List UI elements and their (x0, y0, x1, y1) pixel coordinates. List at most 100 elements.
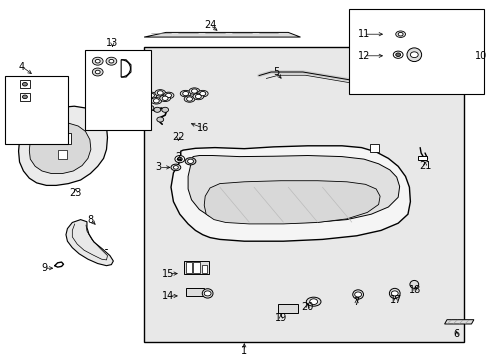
Text: 15: 15 (162, 269, 174, 279)
Circle shape (165, 93, 171, 98)
Ellipse shape (406, 48, 421, 62)
Circle shape (395, 53, 400, 57)
Ellipse shape (193, 93, 203, 100)
Circle shape (162, 96, 168, 100)
Text: 9: 9 (41, 263, 47, 273)
Circle shape (22, 82, 27, 86)
Circle shape (157, 117, 163, 122)
Text: 16: 16 (196, 123, 208, 133)
Circle shape (177, 157, 182, 161)
Ellipse shape (202, 289, 213, 298)
Circle shape (187, 159, 193, 163)
Polygon shape (188, 156, 399, 223)
Circle shape (183, 91, 188, 96)
Ellipse shape (92, 57, 103, 65)
Text: 12: 12 (357, 51, 369, 61)
Bar (144, 0, 463, 47)
Ellipse shape (151, 98, 162, 104)
Ellipse shape (197, 90, 208, 97)
Ellipse shape (409, 280, 418, 288)
Ellipse shape (352, 290, 363, 299)
Text: 11: 11 (357, 29, 369, 39)
Circle shape (354, 292, 361, 297)
Bar (463, 0, 488, 360)
Circle shape (22, 95, 27, 99)
Text: 17: 17 (389, 294, 401, 305)
Text: 2: 2 (175, 152, 181, 162)
Text: 23: 23 (69, 188, 82, 198)
Text: 4: 4 (19, 62, 25, 72)
Circle shape (409, 52, 417, 58)
Bar (369, 144, 378, 152)
Text: 13: 13 (106, 38, 118, 48)
Circle shape (153, 99, 159, 103)
Text: 7: 7 (353, 297, 359, 307)
Text: 14: 14 (162, 291, 174, 301)
Text: 20: 20 (301, 302, 313, 312)
Bar (278, 304, 297, 313)
Circle shape (204, 291, 211, 296)
Bar (0, 0, 144, 360)
Ellipse shape (392, 51, 402, 58)
Ellipse shape (388, 288, 399, 298)
Text: 21: 21 (418, 161, 430, 171)
Text: 6: 6 (453, 329, 459, 339)
Text: 10: 10 (474, 51, 487, 61)
Bar (20, 93, 30, 101)
Bar (20, 80, 30, 88)
Polygon shape (66, 220, 113, 266)
Circle shape (95, 70, 100, 74)
Text: 18: 18 (408, 285, 421, 295)
Circle shape (173, 166, 178, 169)
Circle shape (397, 32, 402, 36)
Text: 19: 19 (274, 312, 286, 323)
Bar (185, 288, 204, 296)
Polygon shape (171, 146, 409, 241)
Ellipse shape (189, 88, 200, 94)
Polygon shape (121, 60, 131, 77)
Ellipse shape (305, 297, 320, 306)
Bar (202, 265, 207, 273)
Text: 8: 8 (87, 215, 93, 225)
Ellipse shape (395, 31, 405, 37)
Circle shape (148, 93, 154, 98)
Ellipse shape (160, 95, 170, 102)
Bar (56, 133, 71, 144)
Ellipse shape (171, 164, 181, 171)
Ellipse shape (184, 96, 195, 102)
Text: 5: 5 (272, 67, 279, 77)
Bar (348, 9, 483, 94)
Text: 24: 24 (203, 20, 216, 30)
Text: 3: 3 (155, 162, 162, 172)
Circle shape (147, 105, 154, 111)
Bar (193, 262, 200, 273)
Circle shape (154, 107, 161, 112)
Ellipse shape (185, 158, 196, 165)
Bar (85, 50, 151, 130)
Polygon shape (19, 106, 107, 185)
Polygon shape (444, 320, 473, 324)
Text: 22: 22 (172, 132, 184, 142)
Circle shape (157, 91, 163, 95)
Polygon shape (144, 32, 300, 37)
Ellipse shape (92, 68, 103, 76)
Bar (183, 261, 209, 274)
Ellipse shape (146, 92, 157, 99)
Circle shape (191, 89, 197, 93)
Circle shape (109, 59, 114, 63)
Circle shape (175, 156, 184, 163)
Ellipse shape (106, 57, 117, 65)
Ellipse shape (180, 90, 191, 97)
Circle shape (95, 59, 100, 63)
Ellipse shape (163, 92, 174, 99)
Bar (417, 156, 427, 160)
Polygon shape (204, 181, 379, 224)
Polygon shape (29, 123, 91, 174)
Circle shape (162, 107, 168, 112)
Text: 1: 1 (241, 346, 247, 356)
Circle shape (309, 299, 317, 305)
Bar (58, 150, 67, 159)
Ellipse shape (155, 90, 165, 96)
Circle shape (200, 91, 205, 96)
Circle shape (186, 97, 192, 101)
